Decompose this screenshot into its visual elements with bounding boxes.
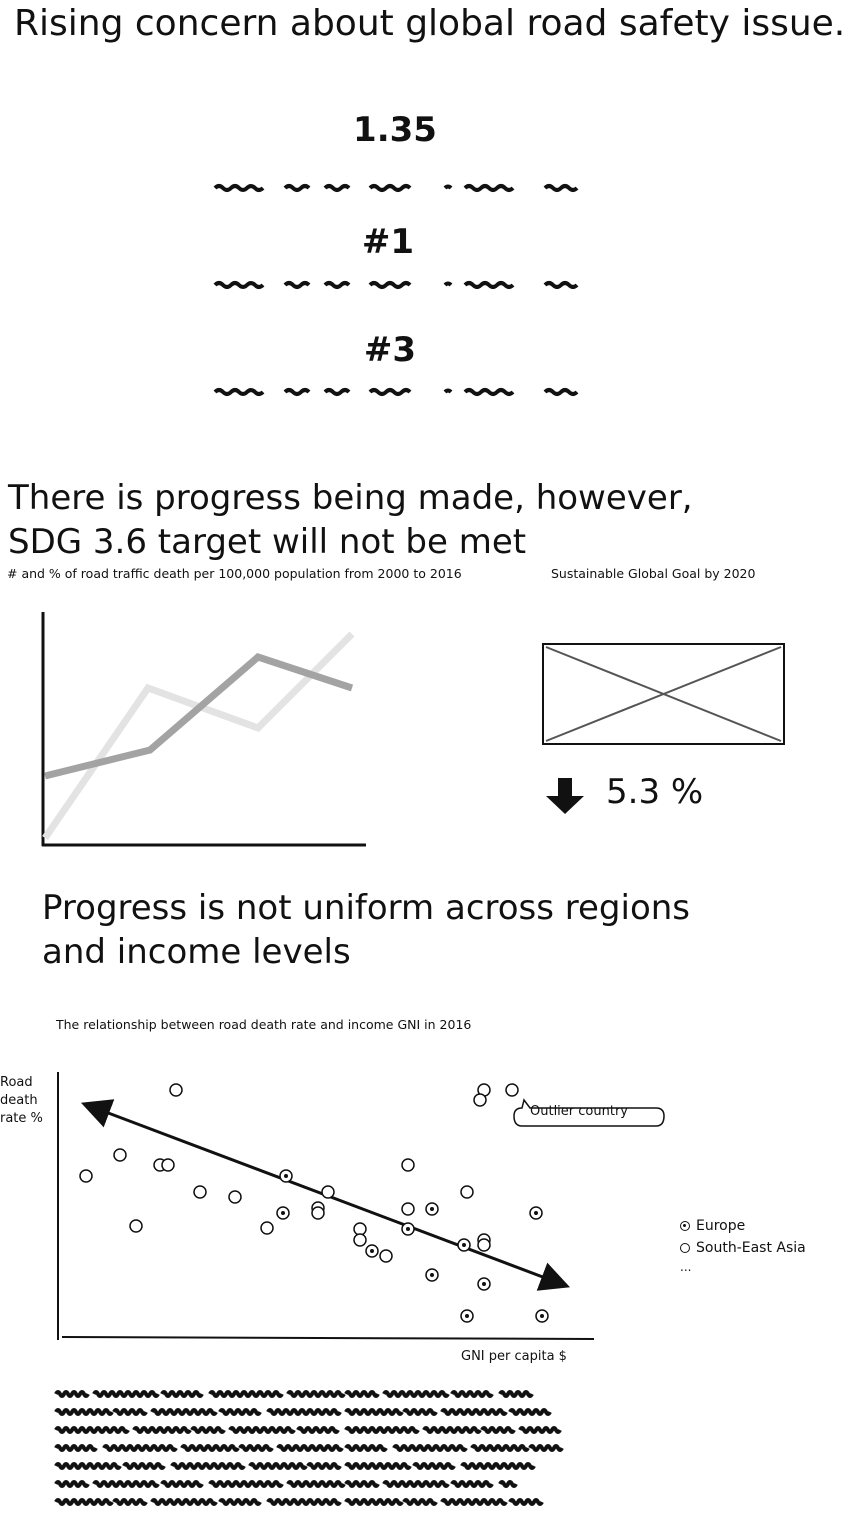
callout-bubble — [513, 1098, 665, 1127]
scatter-point-europe-center — [482, 1282, 486, 1286]
scatter-point — [311, 1206, 325, 1220]
legend-item-more: ... — [680, 1260, 806, 1274]
scribble-paragraph — [54, 1390, 564, 1506]
section3-heading-line2: and income levels — [42, 932, 351, 972]
scatter-point — [169, 1083, 183, 1097]
scatter-point — [161, 1158, 175, 1172]
scatter-point-europe-center — [540, 1314, 544, 1318]
scatter-point-europe-center — [462, 1243, 466, 1247]
scribble-line — [54, 1498, 544, 1506]
stat-value-2: #1 — [361, 222, 415, 262]
section2-heading-line1: There is progress being made, however, — [8, 478, 693, 518]
scatter-caption: The relationship between road death rate… — [56, 1017, 472, 1032]
legend-label: South-East Asia — [696, 1240, 806, 1256]
scatter-x-axis — [61, 1336, 595, 1340]
scatter-point — [477, 1238, 491, 1252]
scatter-point — [113, 1148, 127, 1162]
scatter-point — [460, 1185, 474, 1199]
stat-value-1: 1.35 — [353, 110, 437, 150]
scatter-point-europe-center — [406, 1227, 410, 1231]
scribble-text-2 — [213, 281, 579, 289]
scatter-point — [353, 1222, 367, 1236]
scatter-point-europe-center — [430, 1273, 434, 1277]
callout-text: Outlier country — [530, 1104, 628, 1119]
open-circle-icon — [680, 1243, 690, 1253]
scribble-line — [54, 1426, 562, 1434]
legend-item-europe: Europe — [680, 1218, 806, 1234]
legend-item-south-east-asia: South-East Asia — [680, 1240, 806, 1256]
scribble-line — [54, 1408, 552, 1416]
scatter-y-label: Road death rate % — [0, 1074, 43, 1128]
section3-heading: Progress is not uniform across regions a… — [42, 886, 690, 974]
scatter-point-europe-center — [534, 1211, 538, 1215]
change-value: 5.3 % — [606, 772, 704, 812]
arrow-down-icon — [546, 778, 584, 814]
filled-circle-icon — [680, 1221, 690, 1231]
scatter-point-europe-center — [281, 1211, 285, 1215]
scatter-x-label: GNI per capita $ — [461, 1349, 567, 1364]
scribble-text-1 — [213, 184, 579, 192]
scatter-point — [321, 1185, 335, 1199]
scribble-text-3 — [213, 388, 579, 396]
section2-heading: There is progress being made, however, S… — [8, 476, 693, 564]
legend-label: Europe — [696, 1218, 746, 1234]
y-label-line: rate % — [0, 1111, 43, 1126]
line-chart — [41, 612, 366, 847]
scatter-point — [228, 1190, 242, 1204]
scatter-point — [129, 1219, 143, 1233]
stat-value-3: #3 — [363, 330, 417, 370]
scatter-point — [379, 1249, 393, 1263]
scatter-point — [260, 1221, 274, 1235]
scatter-point-europe-center — [284, 1174, 288, 1178]
scribble-line — [54, 1444, 564, 1452]
scatter-point-europe-center — [430, 1207, 434, 1211]
scatter-point — [193, 1185, 207, 1199]
scatter-legend: Europe South-East Asia ... — [680, 1218, 806, 1274]
scatter-point — [353, 1233, 367, 1247]
section3-heading-line1: Progress is not uniform across regions — [42, 888, 691, 928]
main-title: Rising concern about global road safety … — [14, 3, 846, 44]
scatter-point — [79, 1169, 93, 1183]
y-label-line: Road — [0, 1075, 33, 1090]
scribble-line — [54, 1390, 534, 1398]
section2-heading-line2: SDG 3.6 target will not be met — [8, 522, 527, 562]
legend-label: ... — [680, 1260, 692, 1274]
scatter-point — [505, 1083, 519, 1097]
scatter-point-europe-center — [370, 1249, 374, 1253]
y-label-line: death — [0, 1093, 38, 1108]
scatter-point — [401, 1158, 415, 1172]
line-series-dark — [44, 653, 354, 780]
scatter-point — [473, 1093, 487, 1107]
scribble-line — [54, 1480, 518, 1488]
goal-caption: Sustainable Global Goal by 2020 — [551, 566, 756, 581]
line-chart-caption: # and % of road traffic death per 100,00… — [7, 566, 462, 581]
scatter-point — [401, 1202, 415, 1216]
image-placeholder — [542, 643, 785, 745]
scatter-point-europe-center — [465, 1314, 469, 1318]
scribble-line — [54, 1462, 536, 1470]
